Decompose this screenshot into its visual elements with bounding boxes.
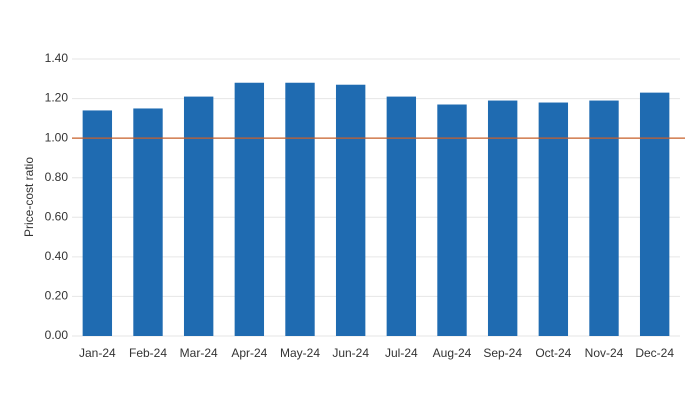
y-axis-label: Price-cost ratio xyxy=(22,157,36,237)
bar xyxy=(487,100,518,336)
bar xyxy=(589,100,619,336)
bar xyxy=(234,82,265,336)
bar xyxy=(82,110,113,336)
x-tick-label: Aug-24 xyxy=(433,346,472,360)
bar xyxy=(285,82,315,336)
x-tick-label: May-24 xyxy=(280,346,320,360)
y-tick-label: 0.40 xyxy=(45,249,69,263)
x-tick-label: Apr-24 xyxy=(231,346,267,360)
bar xyxy=(133,108,163,336)
x-tick-label: Jun-24 xyxy=(332,346,369,360)
y-tick-label: 0.00 xyxy=(45,328,69,342)
x-tick-label: Jan-24 xyxy=(79,346,116,360)
x-tick-label: Jul-24 xyxy=(385,346,418,360)
bar xyxy=(183,96,214,336)
y-tick-label: 1.00 xyxy=(45,130,69,144)
bar xyxy=(386,96,417,336)
bar xyxy=(538,102,569,337)
x-tick-label: Oct-24 xyxy=(535,346,571,360)
x-tick-label: Mar-24 xyxy=(180,346,218,360)
x-tick-label: Dec-24 xyxy=(635,346,674,360)
x-tick-label: Sep-24 xyxy=(483,346,522,360)
bar xyxy=(639,92,670,336)
x-tick-label: Nov-24 xyxy=(585,346,624,360)
x-tick-label: Feb-24 xyxy=(129,346,167,360)
y-tick-label: 0.20 xyxy=(45,289,69,303)
y-tick-label: 1.40 xyxy=(45,51,69,65)
y-tick-label: 0.60 xyxy=(45,209,69,223)
bar xyxy=(335,84,366,336)
y-tick-label: 0.80 xyxy=(45,170,69,184)
y-tick-label: 1.20 xyxy=(45,91,69,105)
bar xyxy=(437,104,467,336)
